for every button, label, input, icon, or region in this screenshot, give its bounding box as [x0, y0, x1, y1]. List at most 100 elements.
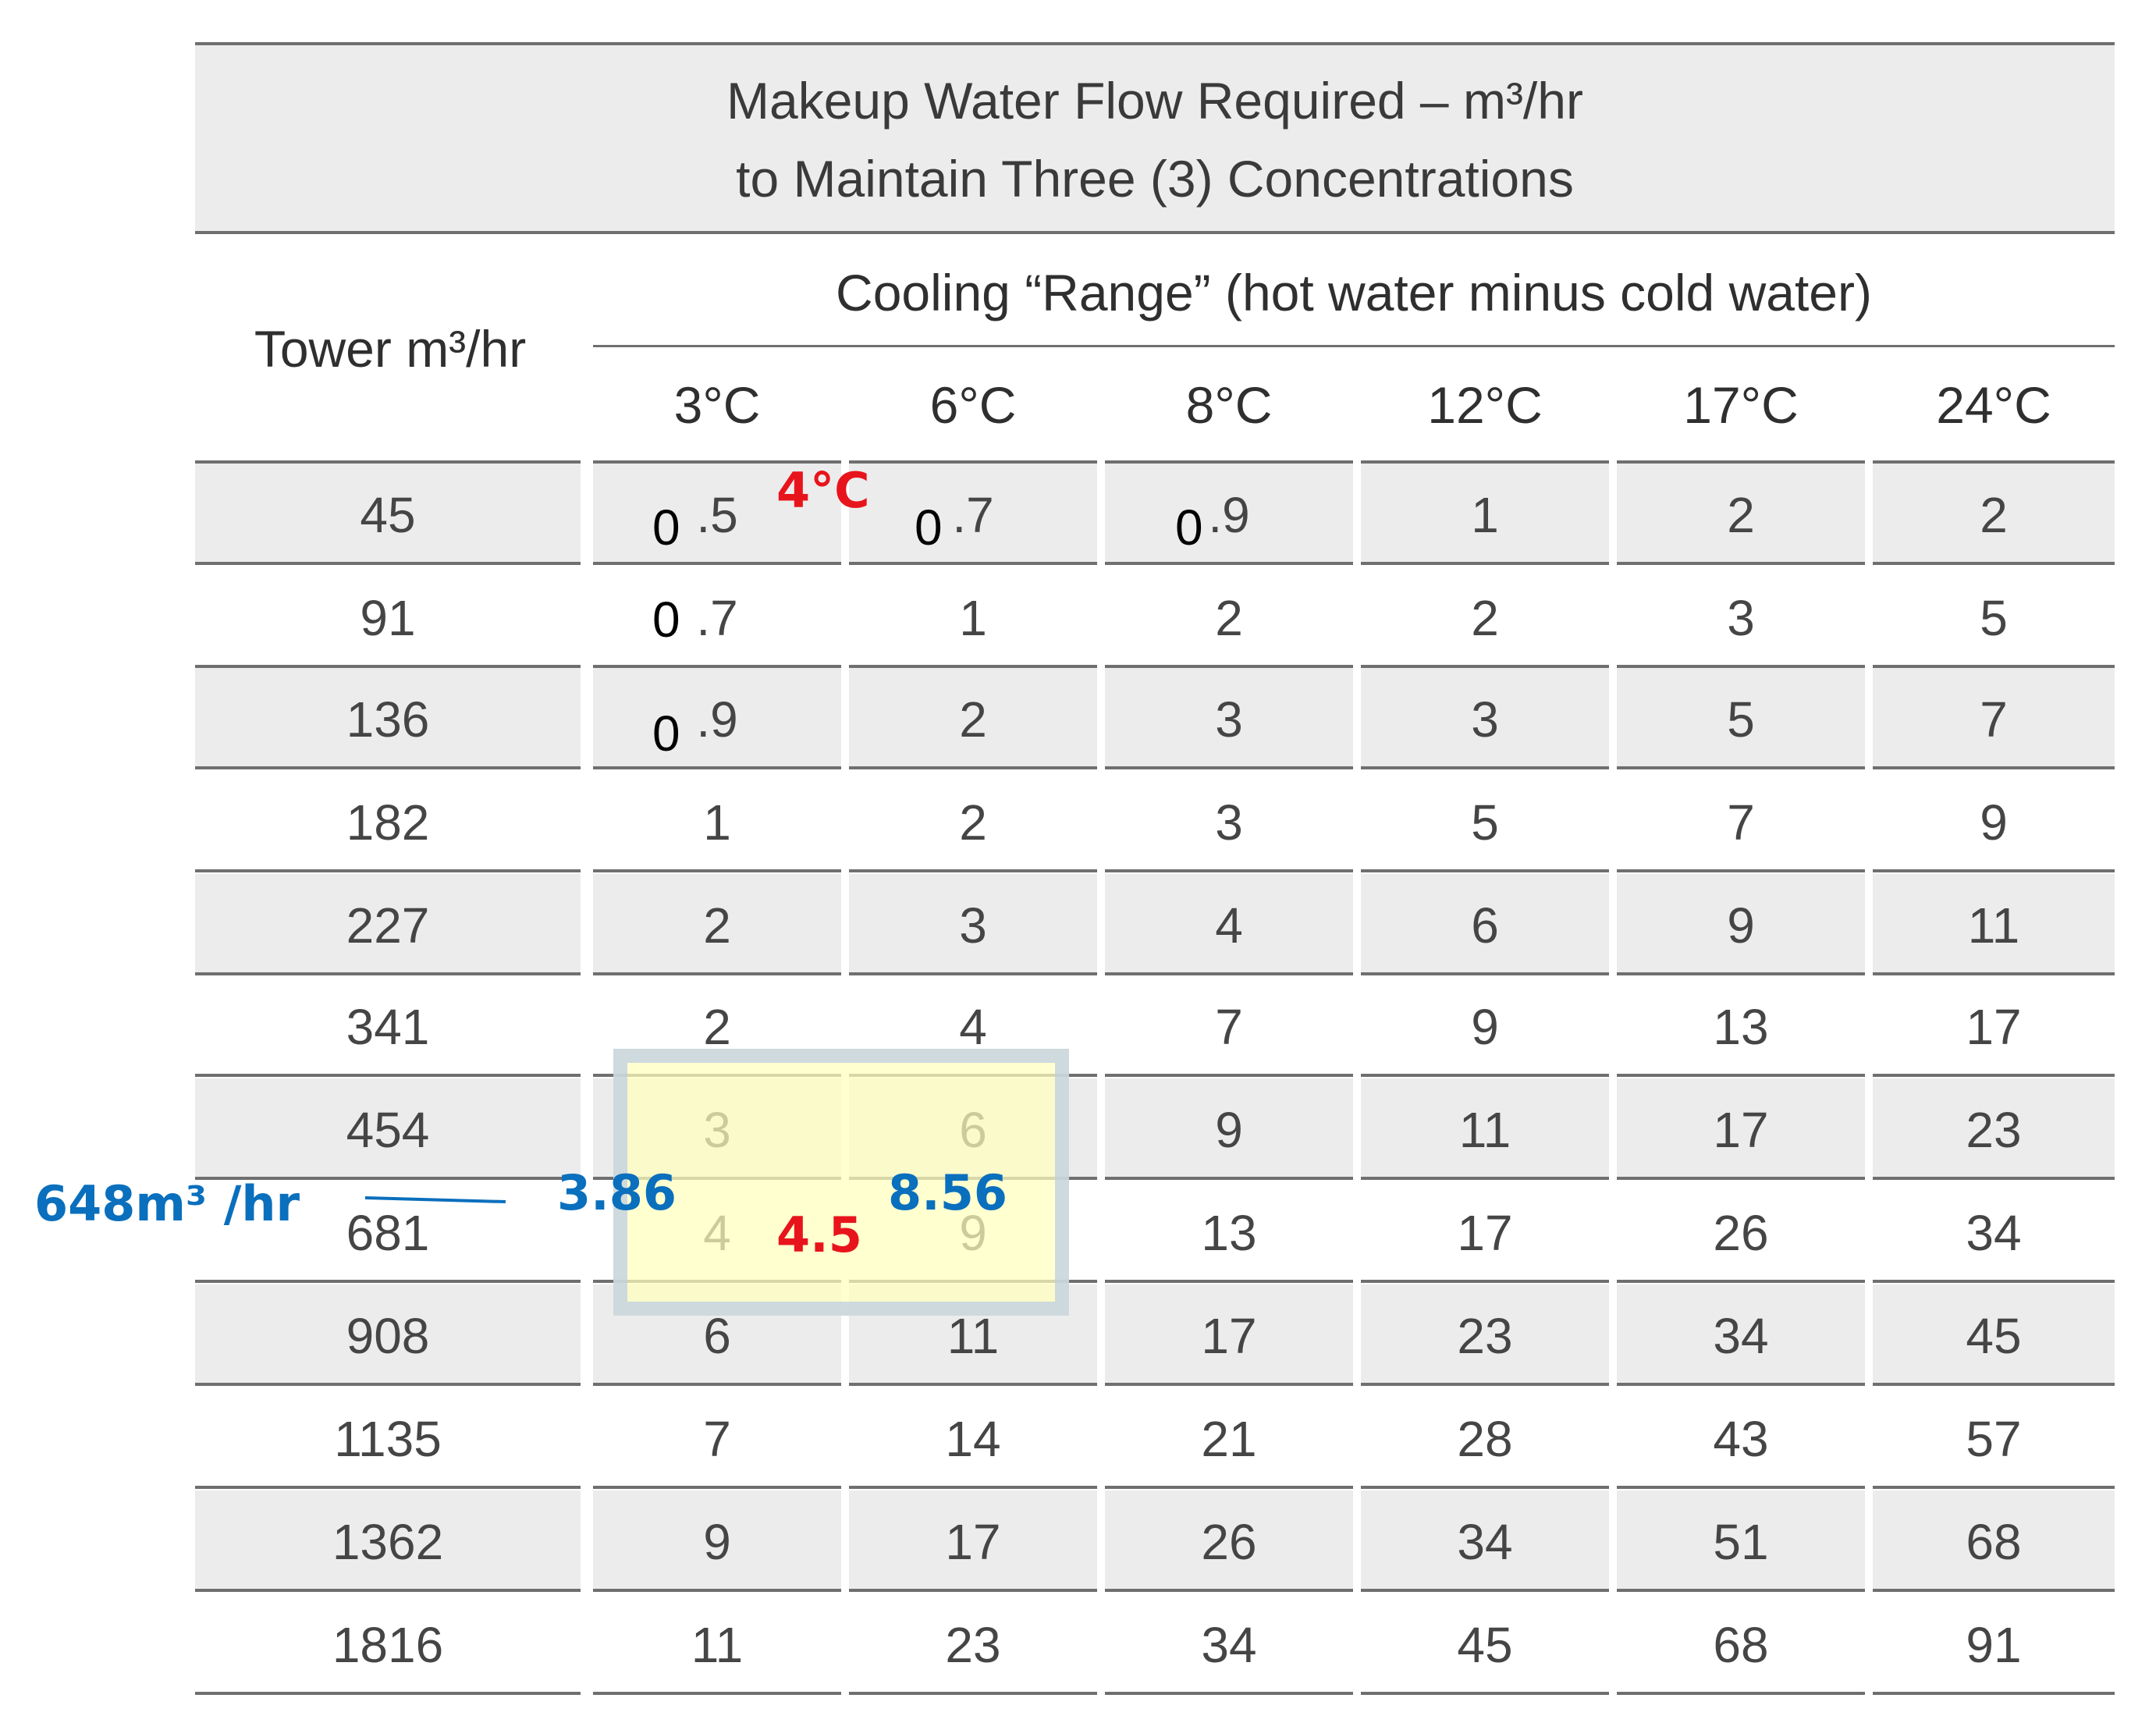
table-title-line2: to Maintain Three (3) Concentrations — [736, 150, 1574, 208]
makeup-flow-cell: 5 — [1471, 794, 1499, 851]
flow-pointer-line — [364, 1196, 506, 1204]
column-header-rule — [1873, 460, 2115, 464]
row-shading — [1617, 668, 1865, 766]
makeup-flow-cell: 3 — [1471, 691, 1499, 748]
tower-header: Tower m³/hr — [254, 320, 527, 378]
row-rule — [195, 1383, 581, 1386]
makeup-flow-cell: 13 — [1201, 1205, 1257, 1261]
row-rule — [1361, 1074, 1609, 1077]
makeup-flow-cell: 57 — [1966, 1411, 2022, 1467]
makeup-flow-cell: 43 — [1713, 1411, 1769, 1467]
row-rule — [849, 665, 1097, 668]
row-shading — [1873, 464, 2115, 562]
makeup-flow-cell: .9 — [1208, 487, 1250, 543]
row-rule — [1873, 1692, 2115, 1695]
column-header: 24°C — [1936, 376, 2051, 434]
tower-flow-cell: 454 — [346, 1102, 430, 1158]
row-shading — [1361, 1284, 1609, 1383]
row-rule — [1617, 1177, 1865, 1180]
tower-flow-cell: 1816 — [332, 1617, 444, 1673]
row-rule — [849, 1486, 1097, 1489]
column-header-rule — [1105, 460, 1353, 464]
makeup-flow-cell: 11 — [691, 1617, 744, 1673]
row-shading — [1617, 1490, 1865, 1589]
right-interp-annotation: 8.56 — [888, 1164, 1007, 1221]
makeup-flow-cell: 7 — [703, 1411, 731, 1467]
row-rule — [593, 665, 841, 668]
row-rule — [1105, 1486, 1353, 1489]
tower-flow-cell: 136 — [346, 691, 430, 748]
makeup-flow-cell: 1 — [1471, 487, 1499, 543]
row-shading — [849, 874, 1097, 972]
makeup-flow-cell: 2 — [1980, 487, 2008, 543]
row-rule — [593, 1486, 841, 1489]
makeup-flow-cell: 9 — [1727, 897, 1755, 954]
makeup-flow-cell: 5 — [1980, 590, 2008, 646]
makeup-flow-cell: .7 — [952, 487, 994, 543]
row-rule — [195, 1692, 581, 1695]
row-rule — [1873, 1383, 2115, 1386]
row-rule — [1361, 1280, 1609, 1283]
row-rule — [1617, 972, 1865, 975]
makeup-flow-cell: 21 — [1201, 1411, 1257, 1467]
makeup-flow-cell: 6 — [703, 1308, 731, 1364]
title-band — [195, 44, 2115, 233]
makeup-flow-cell: 91 — [1966, 1617, 2022, 1673]
row-rule — [849, 1383, 1097, 1386]
tower-flow-cell: 1362 — [332, 1514, 444, 1570]
makeup-flow-cell: 34 — [1713, 1308, 1769, 1364]
makeup-flow-cell: 9 — [1471, 999, 1499, 1055]
row-rule — [195, 869, 581, 872]
column-header-rule — [1617, 460, 1865, 464]
makeup-flow-cell: 11 — [1458, 1102, 1511, 1158]
row-rule — [1617, 766, 1865, 769]
tower-flow-cell: 908 — [346, 1308, 430, 1364]
makeup-flow-cell: 14 — [945, 1411, 1001, 1467]
makeup-flow-cell: 9 — [703, 1514, 731, 1570]
makeup-flow-cell: 17 — [1201, 1308, 1257, 1364]
row-shading — [593, 464, 841, 562]
column-header: 8°C — [1185, 376, 1273, 434]
makeup-flow-cell: 9 — [1980, 794, 2008, 851]
cooling-range-header: Cooling “Range” (hot water minus cold wa… — [836, 264, 1872, 322]
row-shading — [1617, 1284, 1865, 1383]
makeup-flow-cell: 45 — [1457, 1617, 1513, 1673]
tower-flow-cell: 91 — [360, 590, 416, 646]
range-header-rule — [593, 345, 2115, 347]
row-shading — [1873, 1078, 2115, 1177]
row-rule — [1873, 1177, 2115, 1180]
row-rule — [849, 1589, 1097, 1592]
makeup-flow-cell: 6 — [1471, 897, 1499, 954]
row-shading — [1361, 464, 1609, 562]
makeup-flow-cell: .7 — [696, 590, 738, 646]
row-rule — [1361, 869, 1609, 872]
makeup-flow-cell: 28 — [1457, 1411, 1513, 1467]
overlay-zero: 0 — [652, 705, 680, 762]
row-shading — [593, 668, 841, 766]
row-shading — [1105, 1078, 1353, 1177]
tower-flow-cell: 1135 — [334, 1411, 442, 1467]
row-rule — [1617, 1692, 1865, 1695]
row-rule — [1361, 1177, 1609, 1180]
tower-flow-cell: 681 — [346, 1205, 430, 1261]
row-shading — [1873, 874, 2115, 972]
row-rule — [1873, 972, 2115, 975]
top-rule — [195, 42, 2115, 45]
row-rule — [1617, 1074, 1865, 1077]
header-bottom-rule-left — [195, 460, 581, 464]
makeup-flow-cell: 3 — [959, 897, 987, 954]
row-rule — [1105, 869, 1353, 872]
makeup-flow-cell: 4 — [959, 999, 987, 1055]
row-rule — [1617, 1383, 1865, 1386]
makeup-flow-cell: 9 — [1215, 1102, 1243, 1158]
row-shading — [1361, 1490, 1609, 1589]
makeup-flow-cell: 23 — [945, 1617, 1001, 1673]
overlay-zero: 0 — [652, 592, 680, 648]
row-rule — [1361, 1383, 1609, 1386]
makeup-flow-cell: 13 — [1713, 999, 1769, 1055]
makeup-flow-cell: .5 — [696, 487, 738, 543]
makeup-flow-cell: 45 — [1966, 1308, 2022, 1364]
table-title-line1: Makeup Water Flow Required – m³/hr — [726, 72, 1583, 130]
row-rule — [195, 1280, 581, 1283]
column-header: 6°C — [929, 376, 1017, 434]
